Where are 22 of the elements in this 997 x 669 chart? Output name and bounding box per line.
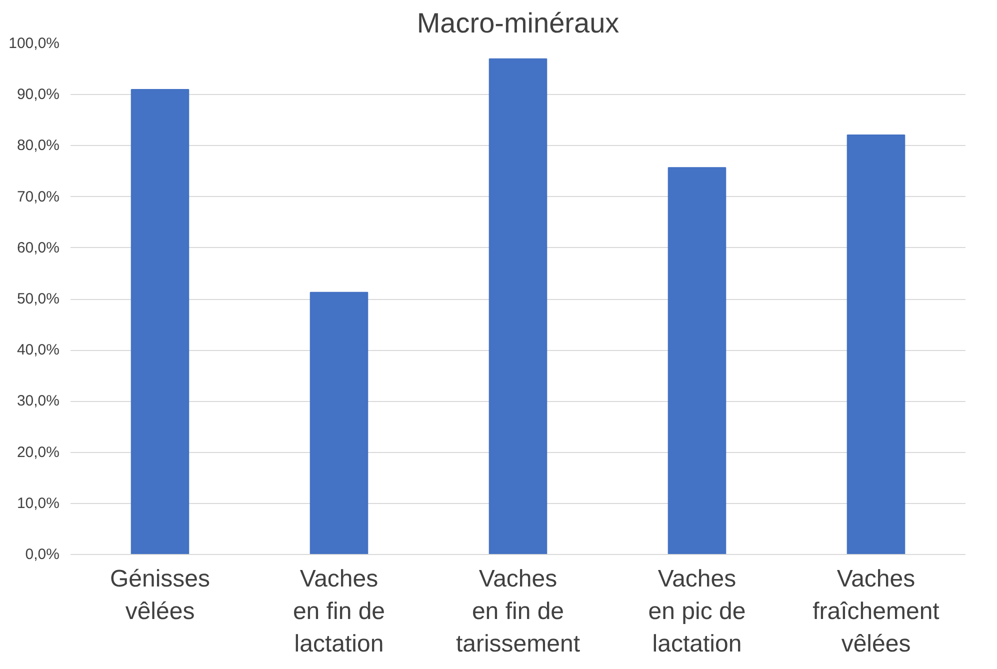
bar <box>846 134 906 554</box>
bar <box>310 292 368 554</box>
bar <box>488 58 548 554</box>
bar <box>668 167 726 554</box>
y-tick-label: 90,0% <box>16 86 60 104</box>
y-tick-label: 40,0% <box>16 342 60 359</box>
x-tick-label: Génisses vêlées <box>110 566 210 625</box>
y-tick-label: 80,0% <box>16 137 60 154</box>
y-tick-label: 50,0% <box>16 290 60 308</box>
y-tick-label: 100,0% <box>8 35 60 52</box>
x-tick-label: Vaches en pic de lactation <box>648 566 746 658</box>
y-tick-label: 70,0% <box>16 188 60 206</box>
bar <box>130 88 190 554</box>
y-tick-label: 60,0% <box>16 239 60 256</box>
y-tick-label: 20,0% <box>16 444 60 461</box>
chart-title: Macro-minéraux <box>416 8 620 38</box>
x-tick-label: Vaches en fin de lactation <box>292 566 386 658</box>
x-tick-label: Vaches en fin de tarissement <box>456 566 580 658</box>
y-tick-label: 10,0% <box>16 494 60 512</box>
x-tick-label: Vaches fraîchement vêlées <box>812 566 940 658</box>
y-tick-label: 30,0% <box>16 392 60 410</box>
y-tick-label: 0,0% <box>25 546 60 563</box>
